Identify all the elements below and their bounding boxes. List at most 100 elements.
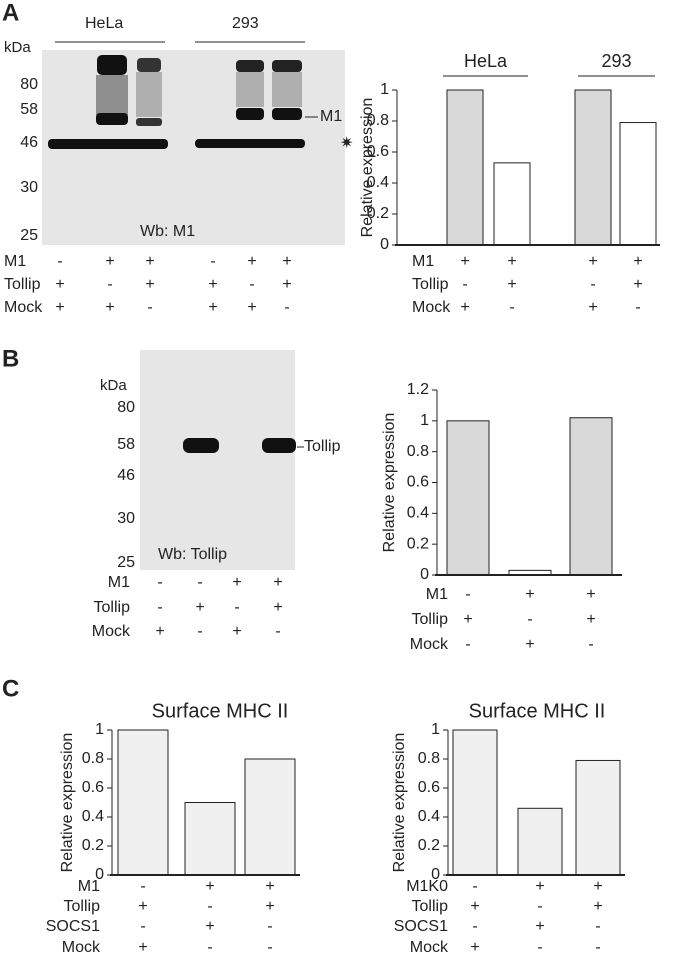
condition-mark: + (155, 623, 164, 640)
bar (117, 729, 169, 876)
blot-image (42, 50, 345, 245)
bar (244, 758, 296, 876)
wb-label: Wb: Tollip (158, 546, 227, 563)
blot-image (140, 350, 296, 570)
bar (452, 729, 498, 876)
condition-mark: - (157, 574, 162, 591)
condition-mark: + (232, 623, 241, 640)
condition-mark: + (586, 611, 595, 628)
y-tick-label: 0 (431, 866, 440, 883)
condition-name: Tollip (412, 611, 449, 628)
condition-mark: - (635, 299, 640, 316)
condition-mark: + (55, 276, 64, 293)
condition-mark: + (525, 636, 534, 653)
condition-mark: + (138, 939, 147, 956)
condition-mark: + (535, 918, 544, 935)
y-axis-label: Relative expression (381, 413, 398, 553)
condition-name: M1 (108, 574, 130, 591)
y-tick-label: 0 (95, 866, 104, 883)
condition-mark: + (247, 253, 256, 270)
condition-mark: + (282, 276, 291, 293)
condition-name: Tollip (412, 898, 449, 915)
condition-mark: + (470, 939, 479, 956)
condition-mark: + (273, 599, 282, 616)
condition-mark: + (588, 299, 597, 316)
y-tick-label: 0.6 (367, 143, 389, 160)
condition-name: Mock (410, 636, 449, 653)
condition-mark: + (593, 878, 602, 895)
condition-mark: + (273, 574, 282, 591)
group-label: 293 (232, 15, 259, 32)
condition-mark: + (232, 574, 241, 591)
condition-mark: + (470, 898, 479, 915)
condition-mark: - (267, 918, 272, 935)
condition-mark: + (208, 276, 217, 293)
condition-mark: + (205, 878, 214, 895)
condition-mark: + (265, 878, 274, 895)
bar (184, 802, 236, 876)
condition-mark: + (138, 898, 147, 915)
marker-label: 30 (117, 510, 135, 527)
condition-mark: - (595, 939, 600, 956)
condition-mark: - (157, 599, 162, 616)
y-tick-label: 1.2 (407, 381, 429, 398)
marker-label: 30 (20, 179, 38, 196)
band-label: M1 (320, 108, 342, 125)
condition-mark: + (265, 898, 274, 915)
group-label: 293 (601, 51, 631, 71)
condition-name: Tollip (64, 898, 101, 915)
condition-name: Mock (412, 299, 451, 316)
condition-mark: + (205, 918, 214, 935)
condition-mark: - (527, 611, 532, 628)
condition-mark: + (195, 599, 204, 616)
y-tick-label: 0 (420, 566, 429, 583)
condition-mark: + (507, 276, 516, 293)
y-tick-label: 0.4 (367, 174, 389, 191)
condition-mark: - (197, 623, 202, 640)
condition-mark: - (595, 918, 600, 935)
condition-mark: + (145, 276, 154, 293)
y-tick-label: 1 (431, 721, 440, 738)
y-tick-label: 0.2 (82, 837, 104, 854)
y-tick-label: 1 (380, 81, 389, 98)
condition-mark: - (509, 299, 514, 316)
condition-mark: - (537, 898, 542, 915)
condition-mark: + (633, 276, 642, 293)
y-tick-label: 0.2 (367, 205, 389, 222)
panel-label: C (2, 675, 19, 702)
condition-mark: - (57, 253, 62, 270)
y-axis-label: Relative expression (59, 733, 76, 873)
condition-mark: + (247, 299, 256, 316)
condition-mark: + (535, 878, 544, 895)
condition-mark: - (197, 574, 202, 591)
condition-mark: + (507, 253, 516, 270)
condition-name: Tollip (94, 599, 131, 616)
condition-mark: - (472, 918, 477, 935)
condition-mark: + (105, 299, 114, 316)
condition-name: Tollip (4, 276, 41, 293)
condition-name: Mock (4, 299, 43, 316)
condition-mark: - (249, 276, 254, 293)
y-tick-label: 0.2 (418, 837, 440, 854)
wb-label: Wb: M1 (140, 223, 195, 240)
bar (446, 420, 490, 576)
y-tick-label: 0.8 (82, 750, 104, 767)
y-tick-label: 0.8 (367, 112, 389, 129)
condition-mark: - (207, 898, 212, 915)
marker-label: 25 (20, 227, 38, 244)
condition-mark: - (140, 878, 145, 895)
y-tick-label: 0.4 (407, 505, 429, 522)
y-tick-label: 0.2 (407, 535, 429, 552)
chart-title: Surface MHC II (469, 700, 606, 722)
y-axis-label: Relative expression (391, 733, 408, 873)
marker-label: 80 (20, 76, 38, 93)
condition-name: Mock (62, 939, 101, 956)
bar (493, 162, 531, 246)
y-tick-label: 0.8 (418, 750, 440, 767)
y-tick-label: 1 (95, 721, 104, 738)
y-tick-label: 0 (380, 236, 389, 253)
condition-mark: + (588, 253, 597, 270)
condition-mark: - (267, 939, 272, 956)
marker-label: 46 (20, 134, 38, 151)
condition-name: M1 (4, 253, 26, 270)
